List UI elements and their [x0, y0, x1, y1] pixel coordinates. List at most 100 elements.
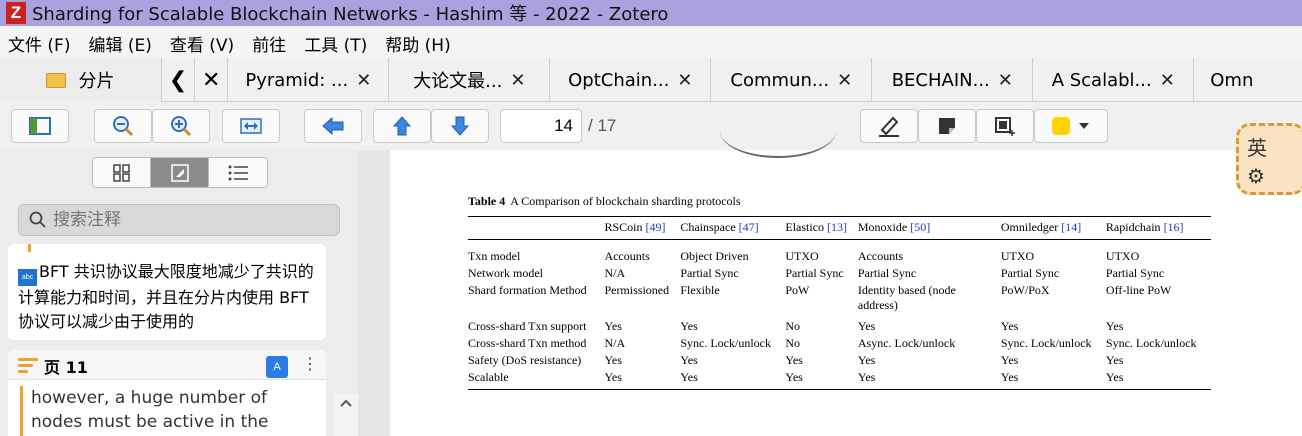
toggle-sidebar-button[interactable]: [11, 109, 69, 143]
tab-close-current-button[interactable]: ✕: [195, 58, 229, 102]
tab-document-label: 大论文最...: [413, 71, 503, 92]
menu-help[interactable]: 帮助 (H): [385, 35, 451, 56]
table-row: Scalable Yes Yes Yes Yes Yes Yes: [468, 369, 1211, 390]
gear-icon[interactable]: ⚙: [1247, 164, 1265, 188]
pdf-viewer[interactable]: Table 4 A Comparison of blockchain shardi…: [358, 150, 1302, 436]
sidebar-scrollbar[interactable]: [334, 394, 358, 436]
annotation-translation: BFT 共识协议最大限度地减少了共识的计算能力和时间，并且在分片内使用 BFT …: [18, 262, 314, 331]
area-select-button[interactable]: [976, 109, 1034, 143]
note-tool-button[interactable]: [918, 109, 976, 143]
table-cell: Accounts: [857, 249, 904, 263]
tab-document[interactable]: OptChain... ✕: [550, 58, 712, 102]
color-picker-button[interactable]: [1034, 109, 1108, 143]
tab-document[interactable]: 大论文最... ✕: [389, 58, 551, 102]
column-name: Chainspace: [680, 220, 739, 234]
annotation-card[interactable]: 页 11 A ⋮ however, a huge number of nodes…: [8, 350, 326, 436]
thumbnails-icon: [112, 163, 130, 182]
input-method-widget[interactable]: 英 ⚙: [1236, 123, 1302, 195]
highlight-tool-button[interactable]: [860, 109, 918, 143]
translation-icon: abc: [18, 269, 37, 286]
chevron-up-icon[interactable]: [339, 398, 353, 408]
menu-file[interactable]: 文件 (F): [8, 35, 71, 56]
table-header: RSCoin [49] Chainspace [47] Elastico [13] M…: [468, 216, 1211, 240]
table-row: Txn model Accounts Object Driven UTXO Accoun…: [468, 240, 1211, 266]
translate-icon[interactable]: A: [266, 356, 288, 378]
citation-link[interactable]: [16]: [1163, 220, 1184, 234]
table-cell: No: [785, 319, 801, 333]
annotation-page-label: 页 11: [44, 358, 88, 377]
table-cell: Object Driven: [680, 249, 749, 263]
citation-link[interactable]: [50]: [910, 220, 931, 234]
table-cell: PoW/PoX: [1000, 283, 1050, 297]
more-options-icon[interactable]: ⋮: [302, 354, 318, 373]
zoom-in-icon: [171, 116, 192, 137]
page-number-input[interactable]: 14: [500, 109, 582, 143]
citation-link[interactable]: [47]: [738, 220, 759, 234]
close-icon[interactable]: ✕: [837, 69, 853, 91]
tab-bar: 分片 ❮ ✕ Pyramid: ... ✕ 大论文最... ✕ OptChain…: [0, 58, 1302, 102]
color-swatch: [1052, 117, 1070, 135]
annotation-search-box[interactable]: [18, 204, 340, 236]
row-label: Network model: [468, 266, 543, 280]
tab-document[interactable]: A Scalabl... ✕: [1033, 58, 1195, 102]
tab-document-label: A Scalabl...: [1051, 69, 1152, 91]
tab-document-label: Pyramid: ...: [245, 69, 349, 91]
fit-width-icon: [240, 118, 262, 134]
menu-edit[interactable]: 编辑 (E): [88, 35, 152, 56]
window-title: Sharding for Scalable Blockchain Network…: [32, 4, 669, 25]
annotation-header: 页 11 A ⋮: [8, 350, 326, 380]
table-cell: Sync. Lock/unlock: [1000, 336, 1092, 350]
tab-library[interactable]: 分片: [0, 58, 162, 102]
navigate-back-button[interactable]: [304, 109, 362, 143]
menu-view[interactable]: 查看 (V): [169, 35, 235, 56]
table-cell: Yes: [1105, 369, 1211, 390]
citation-link[interactable]: [49]: [645, 220, 666, 234]
table-row: Network model N/A Partial Sync Partial Sync…: [468, 265, 1211, 282]
tab-document[interactable]: BECHAIN... ✕: [872, 58, 1034, 102]
close-icon[interactable]: ✕: [997, 69, 1013, 91]
table-cell: Partial Sync: [680, 266, 739, 280]
row-label: Cross-shard Txn support: [468, 319, 587, 333]
list-icon: [228, 165, 248, 180]
tab-document[interactable]: Omn: [1194, 58, 1302, 102]
row-label: Shard formation Method: [468, 283, 587, 297]
outline-view-button[interactable]: [209, 158, 267, 187]
search-icon: [29, 211, 46, 228]
next-page-button[interactable]: [431, 109, 489, 143]
table-row: Cross-shard Txn method N/A Sync. Lock/unlo…: [468, 335, 1211, 352]
close-icon[interactable]: ✕: [356, 69, 372, 91]
annotations-view-button[interactable]: [151, 158, 209, 187]
annotation-view-icon: [170, 163, 189, 182]
table-cell: N/A: [604, 336, 626, 350]
citation-link[interactable]: [14]: [1061, 220, 1082, 234]
table-cell: Yes: [680, 369, 786, 390]
tab-back-button[interactable]: ❮: [162, 58, 196, 102]
tab-document[interactable]: Pyramid: ... ✕: [228, 58, 390, 102]
table-cell: Sync. Lock/unlock: [680, 336, 771, 350]
language-indicator[interactable]: 英: [1247, 136, 1267, 160]
close-icon[interactable]: ✕: [1159, 69, 1175, 91]
zoom-page-width-button[interactable]: [222, 109, 280, 143]
zotero-logo-icon: Z: [6, 2, 26, 24]
citation-link[interactable]: [13]: [827, 220, 848, 234]
previous-page-button[interactable]: [373, 109, 431, 143]
table-cell: Partial Sync: [1000, 266, 1060, 280]
note-icon: [939, 118, 955, 134]
table-cell: UTXO: [1105, 249, 1140, 263]
menu-go[interactable]: 前往: [252, 35, 287, 56]
reader-toolbar: 14 / 17: [0, 102, 1302, 150]
zoom-out-button[interactable]: [94, 109, 152, 143]
table-caption-text: A Comparison of blockchain sharding prot…: [510, 194, 741, 208]
table-row: Safety (DoS resistance) Yes Yes Yes Yes Yes Ye…: [468, 352, 1211, 369]
thumbnails-view-button[interactable]: [93, 158, 151, 187]
close-icon[interactable]: ✕: [677, 69, 693, 91]
arrow-down-icon: [450, 116, 470, 136]
close-icon[interactable]: ✕: [510, 69, 526, 91]
zoom-in-button[interactable]: [152, 109, 210, 143]
tab-document[interactable]: Commun... ✕: [711, 58, 873, 102]
search-input[interactable]: [53, 210, 323, 230]
table-cell: Off-line PoW: [1105, 283, 1172, 297]
annotation-card[interactable]: abc BFT 共识协议最大限度地减少了共识的计算能力和时间，并且在分片内使用 B…: [8, 244, 326, 340]
menu-tools[interactable]: 工具 (T): [304, 35, 368, 56]
